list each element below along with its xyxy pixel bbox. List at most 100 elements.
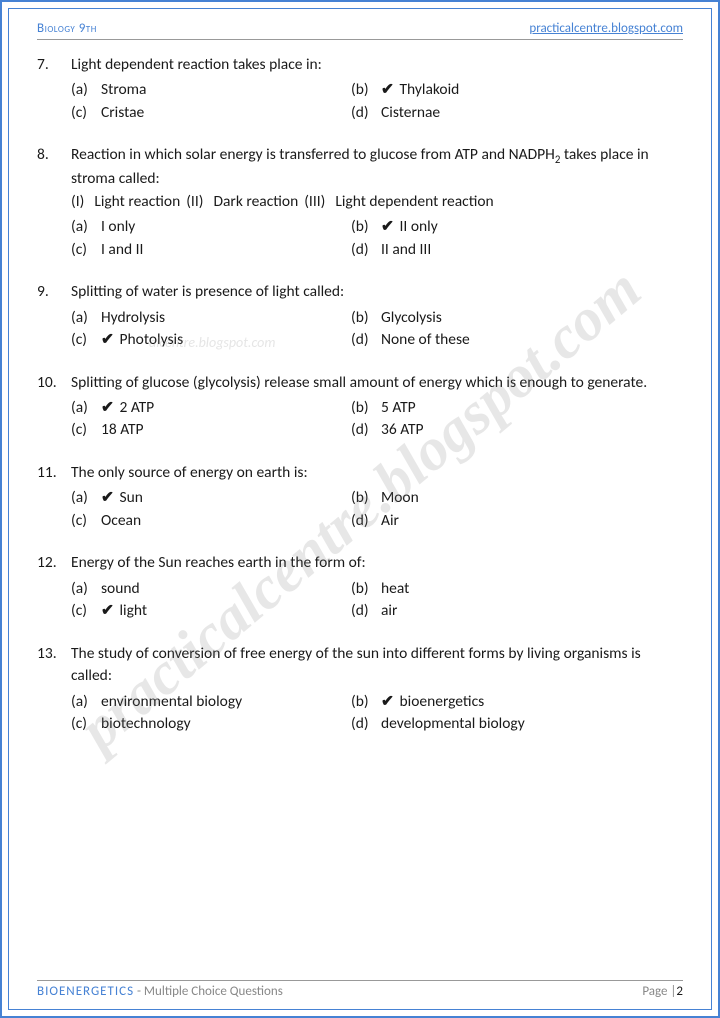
- question-number: 7.: [37, 54, 71, 76]
- option-label: (d): [351, 102, 381, 124]
- check-icon: ✔: [101, 330, 114, 349]
- question-text: Reaction in which solar energy is transf…: [71, 144, 683, 190]
- option: (a)sound: [71, 578, 351, 600]
- option-label: (b): [351, 79, 381, 101]
- option-label: (b): [351, 487, 381, 509]
- option-text: biotechnology: [101, 713, 351, 735]
- option-row: (a)Stroma (b)✔ Thylakoid: [71, 79, 683, 101]
- option-text: 18 ATP: [101, 419, 351, 441]
- option: (a)Hydrolysis: [71, 307, 351, 329]
- option: (c)Ocean: [71, 510, 351, 532]
- option-row: (c)✔ light(d)air: [71, 600, 683, 622]
- inline-option: (I)Light reaction: [71, 191, 180, 213]
- option-text: ✔ Sun: [101, 487, 351, 509]
- options: (a)✔ Sun(b)Moon(c)Ocean(d)Air: [71, 487, 683, 532]
- question-text: The study of conversion of free energy o…: [71, 643, 683, 688]
- option-answer-text: sound: [101, 579, 140, 598]
- check-icon: ✔: [381, 217, 394, 236]
- option-label: (c): [71, 600, 101, 622]
- option: (c)18 ATP: [71, 419, 351, 441]
- option-label: (d): [351, 239, 381, 261]
- option: (d)Cisternae: [351, 102, 683, 124]
- option: (a)environmental biology: [71, 691, 351, 713]
- question-number: 10.: [37, 372, 71, 394]
- option: (b)heat: [351, 578, 683, 600]
- option-answer-text: Glycolysis: [381, 308, 442, 327]
- option-row: (a)environmental biology(b)✔ bioenergeti…: [71, 691, 683, 713]
- option-label: (d): [351, 329, 381, 351]
- option-answer-text: Sun: [116, 488, 143, 507]
- option-text: 36 ATP: [381, 419, 683, 441]
- option-answer-text: Moon: [381, 488, 419, 507]
- page-header: Biology 9th practicalcentre.blogspot.com: [37, 21, 683, 40]
- option-answer-text: Thylakoid: [396, 80, 459, 99]
- option: (c)biotechnology: [71, 713, 351, 735]
- option-text: ✔ Photolysis: [101, 329, 351, 351]
- question-text: Energy of the Sun reaches earth in the f…: [71, 552, 683, 574]
- option-label: (c): [71, 713, 101, 735]
- check-icon: ✔: [101, 488, 114, 507]
- option-label: (d): [351, 713, 381, 735]
- option: (c)I and II: [71, 239, 351, 261]
- inline-options: (I)Light reaction(II)Dark reaction(III)L…: [71, 191, 683, 213]
- page-inner: practicalcentre.blogspot.com alcentre.bl…: [8, 8, 712, 1010]
- option-row: (c)18 ATP(d)36 ATP: [71, 419, 683, 441]
- page-footer: BIOENERGETICS - Multiple Choice Question…: [37, 980, 683, 999]
- option: (d)Air: [351, 510, 683, 532]
- question: 13.The study of conversion of free energ…: [37, 643, 683, 736]
- inline-option-label: (I): [71, 191, 84, 213]
- options: (a)sound(b)heat(c)✔ light(d)air: [71, 578, 683, 623]
- question: 7.Light dependent reaction takes place i…: [37, 54, 683, 124]
- question-number: 12.: [37, 552, 71, 574]
- option-text: ✔ II only: [381, 216, 683, 238]
- question-number: 11.: [37, 462, 71, 484]
- inline-option-text: Light dependent reaction: [335, 191, 493, 213]
- inline-option-text: Dark reaction: [213, 191, 298, 213]
- option: (b)✔ Thylakoid: [351, 79, 683, 101]
- option-answer-text: Photolysis: [116, 330, 183, 349]
- option-text: ✔ Thylakoid: [381, 79, 683, 101]
- option-text: Glycolysis: [381, 307, 683, 329]
- option-text: ✔ light: [101, 600, 351, 622]
- check-icon: ✔: [101, 601, 114, 620]
- option-label: (b): [351, 216, 381, 238]
- options: (a)Hydrolysis(b)Glycolysis(c)✔ Photolysi…: [71, 307, 683, 352]
- option-row: (a)✔ 2 ATP(b)5 ATP: [71, 397, 683, 419]
- option-text: Hydrolysis: [101, 307, 351, 329]
- option-text: Moon: [381, 487, 683, 509]
- option-row: (a)✔ Sun(b)Moon: [71, 487, 683, 509]
- option: (d)II and III: [351, 239, 683, 261]
- option: (c)✔ Photolysis: [71, 329, 351, 351]
- footer-page-num: 2: [676, 984, 683, 999]
- option: (b)Moon: [351, 487, 683, 509]
- option: (b)5 ATP: [351, 397, 683, 419]
- option-answer-text: 36 ATP: [381, 420, 424, 439]
- option-label: (a): [71, 79, 101, 101]
- options: (a)I only(b)✔ II only(c)I and II(d)II an…: [71, 216, 683, 261]
- option-text: Cisternae: [381, 102, 683, 124]
- option-label: (d): [351, 419, 381, 441]
- footer-left: BIOENERGETICS - Multiple Choice Question…: [37, 984, 283, 999]
- option-answer-text: 18 ATP: [101, 420, 144, 439]
- page-outer-border: practicalcentre.blogspot.com alcentre.bl…: [0, 0, 720, 1018]
- question-number: 13.: [37, 643, 71, 688]
- footer-page-label: Page |: [642, 984, 676, 999]
- option-text: I only: [101, 216, 351, 238]
- options: (a)✔ 2 ATP(b)5 ATP(c)18 ATP(d)36 ATP: [71, 397, 683, 442]
- question-text: Splitting of water is presence of light …: [71, 281, 683, 303]
- option-label: (a): [71, 691, 101, 713]
- option-answer-text: II and III: [381, 240, 431, 259]
- option-row: (a)sound(b)heat: [71, 578, 683, 600]
- option-answer-text: developmental biology: [381, 714, 525, 733]
- question-text: Splitting of glucose (glycolysis) releas…: [71, 372, 683, 394]
- check-icon: ✔: [381, 80, 394, 99]
- option-label: (d): [351, 600, 381, 622]
- header-url: practicalcentre.blogspot.com: [529, 21, 683, 36]
- option-answer-text: I only: [101, 217, 135, 236]
- option-text: II and III: [381, 239, 683, 261]
- option-answer-text: Stroma: [101, 80, 146, 99]
- option-answer-text: 2 ATP: [116, 398, 154, 417]
- option: (a)✔ 2 ATP: [71, 397, 351, 419]
- option-text: Air: [381, 510, 683, 532]
- option-answer-text: heat: [381, 579, 409, 598]
